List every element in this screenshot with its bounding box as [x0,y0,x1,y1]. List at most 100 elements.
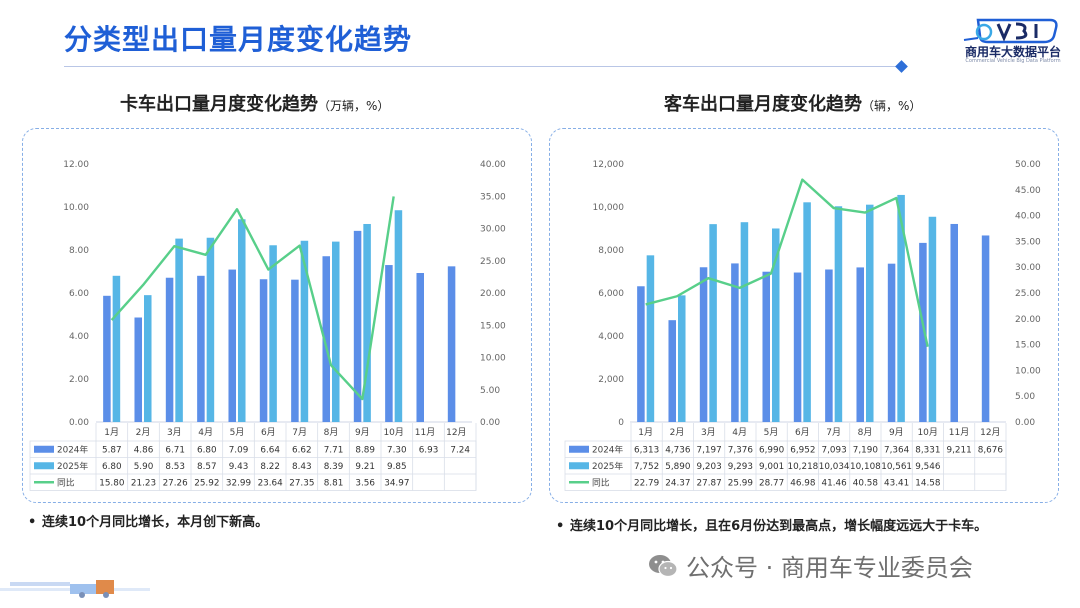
data-table-cell: 7,190 [853,445,879,455]
bar-2025 [269,245,277,422]
data-table-cell: 10,034 [819,462,850,472]
legend-series-name: 2024年 [57,443,88,455]
data-table-cell: 9.85 [387,462,407,472]
data-table-cell: 8,331 [915,445,940,455]
x-tick-label: 12月 [980,427,1000,438]
yoy-line [110,196,395,401]
bar-2024 [731,263,739,422]
y-right-tick-label: 20.00 [480,289,506,299]
data-table-cell: 6.64 [260,445,280,455]
y-left-tick-label: 4.00 [69,332,89,342]
bar-2025 [709,224,717,422]
legend-series-name: 2025年 [57,460,88,472]
y-left-tick-label: 6,000 [598,289,624,299]
y-left-tick-label: 2.00 [69,375,89,385]
x-tick-label: 6月 [795,427,810,438]
bar-2025 [740,222,749,422]
truck-chart-unit: （万辆，%） [318,99,390,113]
bar-2024 [353,230,362,422]
bar-2025 [144,295,152,422]
bar-2024 [793,272,802,422]
data-table-cell: 8.89 [355,445,375,455]
data-table-cell: 25.92 [194,478,219,488]
y-left-tick-label: 8.00 [69,246,89,256]
y-right-tick-label: 0.00 [480,418,500,428]
x-tick-label: 3月 [701,427,716,438]
y-right-tick-label: 15.00 [1015,341,1041,351]
y-left-tick-label: 6.00 [69,289,89,299]
legend-swatch-2025年 [569,462,589,470]
x-tick-label: 1月 [638,427,653,438]
x-tick-label: 9月 [355,427,370,438]
x-tick-label: 10月 [383,427,403,438]
x-tick-label: 7月 [826,427,841,438]
data-table-cell: 7.71 [324,445,344,455]
legend-series-name: 2025年 [592,460,623,472]
y-right-tick-label: 35.00 [1015,237,1041,247]
data-table-cell: 5,890 [665,462,691,472]
bus-chart-unit: （辆，%） [862,99,922,113]
data-table-cell: 7,364 [884,445,910,455]
data-table-cell: 10,108 [850,462,881,472]
x-tick-label: 2月 [136,427,151,438]
x-tick-label: 7月 [292,427,307,438]
y-right-tick-label: 25.00 [480,257,506,267]
data-table-cell: 7,376 [728,445,754,455]
y-right-tick-label: 10.00 [480,354,506,364]
data-table-cell: 8.81 [324,478,344,488]
data-table-cell: 8.53 [165,462,185,472]
y-left-tick-label: 2,000 [598,375,624,385]
bar-2024 [291,279,299,422]
page-title: 分类型出口量月度变化趋势 [64,23,413,56]
truck-chart-title: 卡车出口量月度变化趋势（万辆，%） [120,94,390,115]
data-table-cell: 34.97 [384,478,409,488]
legend-series-name: 同比 [592,476,610,488]
y-right-tick-label: 30.00 [1015,263,1041,273]
bar-2025 [206,237,215,422]
data-table-cell: 6.71 [165,445,185,455]
data-table-cell: 9,001 [759,462,784,472]
bar-2025 [897,194,905,422]
bar-2024 [825,269,833,422]
data-table-cell: 10,218 [787,462,818,472]
data-table-cell: 5.87 [102,445,122,455]
data-table-cell: 8,676 [978,445,1004,455]
bar-2024 [228,269,236,422]
data-table-cell: 27.87 [697,478,722,488]
bar-2025 [363,223,371,422]
y-right-tick-label: 30.00 [480,225,506,235]
bar-2025 [803,202,811,422]
x-tick-label: 8月 [858,427,873,438]
x-tick-label: 3月 [167,427,182,438]
x-tick-label: 4月 [198,427,213,438]
data-table-cell: 27.26 [163,478,189,488]
bar-2024 [637,286,645,422]
x-tick-label: 1月 [104,427,119,438]
y-left-tick-label: 12,000 [593,160,625,170]
bar-2025 [238,219,246,422]
x-tick-label: 4月 [732,427,747,438]
y-right-tick-label: 25.00 [1015,289,1041,299]
data-table-cell: 32.99 [226,478,251,488]
bar-2024 [416,273,424,422]
x-tick-label: 12月 [446,427,466,438]
footer-decoration-icon [0,580,150,598]
y-left-tick-label: 10,000 [593,203,625,213]
bar-2024 [919,242,927,422]
y-right-tick-label: 35.00 [480,192,506,202]
data-table-cell: 9.21 [355,462,375,472]
bus-summary-note: • 连续10个月同比增长，且在6月份达到最高点，增长幅度远远大于卡车。 [556,519,988,534]
bar-2024 [699,267,708,422]
legend-swatch-2024年 [34,445,54,453]
data-table-cell: 9.43 [229,462,249,472]
y-left-tick-label: 4,000 [598,332,624,342]
bar-2024 [197,275,205,422]
bar-2024 [668,320,676,422]
legend-series-name: 2024年 [592,443,623,455]
data-table-cell: 15.80 [99,478,125,488]
bar-2024 [981,235,990,422]
bus-chart-title: 客车出口量月度变化趋势（辆，%） [664,94,922,115]
y-right-tick-label: 50.00 [1015,160,1041,170]
bar-2024 [887,263,896,422]
